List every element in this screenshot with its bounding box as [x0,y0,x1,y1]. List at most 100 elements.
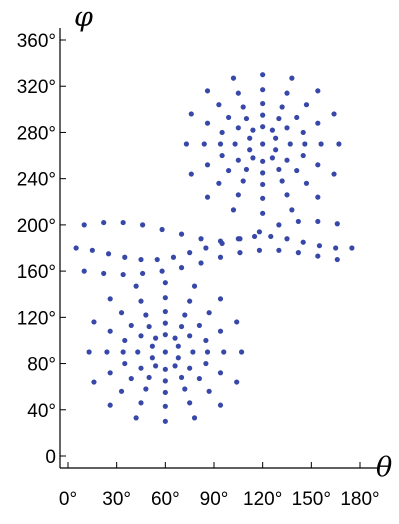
trajectory-point [219,152,225,159]
trajectory-point [143,312,149,318]
trajectory-point [240,104,246,110]
trajectory-point [279,178,285,184]
trajectory-point [118,388,125,394]
trajectory-point [243,115,250,122]
trajectory-point [284,90,290,96]
trajectory-point [260,170,266,176]
trajectory-point [219,129,225,136]
y-tick-label: 320° [17,77,56,98]
trajectory-point [91,319,97,325]
trajectory-point [203,337,209,344]
trajectory-point [187,298,193,304]
trajectory-point [331,171,337,177]
trajectory-point [149,343,155,349]
trajectory-point [232,141,238,147]
trajectory-point [276,166,282,173]
trajectory-point [187,365,193,371]
trajectory-point [333,245,339,251]
x-tick-label: 90° [200,489,229,510]
trajectory-point [135,349,141,355]
trajectory-point [237,236,243,242]
trajectory-point [287,141,293,147]
y-tick-label: 280° [17,123,56,144]
trajectory-point [256,229,263,235]
trajectory-point [260,100,266,107]
trajectory-point [316,243,323,249]
trajectory-point [190,349,196,355]
trajectory-point [315,194,321,200]
trajectory-point [81,222,87,228]
trajectory-point [295,250,301,256]
trajectory-point [204,194,211,200]
trajectory-point [284,157,290,163]
trajectory-point [153,335,159,341]
x-axis-label: θ [376,452,392,483]
trajectory-point [226,114,232,121]
trajectory-point [120,349,126,355]
x-tick-label: 120° [243,489,282,510]
trajectory-point [230,75,237,81]
trajectory-point [198,260,204,266]
x-tick-label: 60° [151,489,180,510]
trajectory-point [250,155,256,161]
trajectory-point [107,402,113,408]
x-tick-label: 0° [59,489,77,510]
trajectory-point [276,247,282,253]
trajectory-point [315,162,321,168]
trajectory-point [172,363,178,369]
trajectory-point [206,388,212,394]
trajectory-point [120,219,126,226]
trajectory-point [268,233,274,240]
trajectory-point [140,270,146,277]
trajectory-point [216,102,222,108]
trajectory-point [226,167,232,174]
y-tick-label: 40° [27,401,56,422]
trajectory-point [198,236,204,242]
trajectory-point [162,378,168,384]
trajectory-point [162,332,168,338]
trajectory-point [349,245,355,251]
fixed-point [260,141,266,147]
x-tick-label: 180° [340,489,379,510]
trajectory-point [334,256,340,263]
trajectory-point [178,323,185,330]
trajectory-point [140,222,146,228]
trajectory-point [81,268,87,274]
trajectory-point [284,192,290,198]
y-tick-label: 160° [17,262,56,283]
y-tick-label: 120° [17,308,56,329]
trajectory-point [122,254,128,260]
trajectory-point [243,166,250,173]
trajectory-point [201,141,207,147]
trajectory-point [133,283,139,289]
trajectory-point [295,218,301,225]
trajectory-point [162,308,168,315]
trajectory-point [315,88,321,94]
trajectory-point [122,360,128,367]
trajectory-point [183,141,190,147]
trajectory-point [260,124,266,130]
trajectory-point [175,355,181,361]
trajectory-point [315,120,321,126]
trajectory-point [118,310,125,316]
trajectory-point [162,403,168,409]
trajectory-point [191,415,198,421]
trajectory-point [289,75,295,81]
trajectory-point [107,370,113,376]
y-axis-label: φ [74,2,93,33]
trajectory-point [101,219,107,226]
x-tick-label: 30° [102,489,131,510]
trajectory-point [101,270,107,277]
trajectory-point [235,192,241,198]
trajectory-point [318,141,324,147]
trajectory-point [235,90,241,96]
trajectory-point [187,250,193,256]
trajectory-point [196,322,202,329]
trajectory-point [289,207,295,213]
fixed-point [162,349,168,355]
trajectory-point [250,127,256,133]
trajectory-point [170,254,177,260]
y-tick-label: 0 [45,447,56,468]
trajectory-point [162,418,168,424]
trajectory-point [276,222,282,228]
